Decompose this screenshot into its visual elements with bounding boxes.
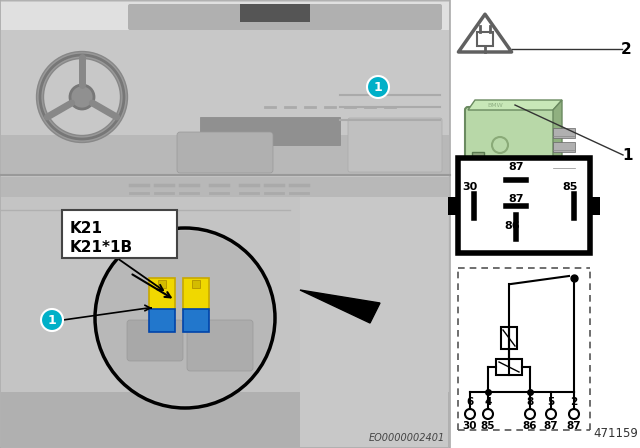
Polygon shape xyxy=(553,100,562,192)
Text: 5: 5 xyxy=(547,397,555,407)
Text: 6: 6 xyxy=(467,397,474,407)
Bar xyxy=(62,210,177,258)
Bar xyxy=(553,128,575,138)
Bar xyxy=(589,197,600,215)
Bar xyxy=(472,152,484,170)
FancyBboxPatch shape xyxy=(300,176,448,447)
FancyBboxPatch shape xyxy=(127,320,183,361)
Circle shape xyxy=(41,309,63,331)
Bar xyxy=(455,0,640,448)
Bar xyxy=(1,175,449,447)
Bar xyxy=(1,392,449,447)
Bar xyxy=(1,1,449,175)
FancyBboxPatch shape xyxy=(187,320,253,371)
FancyBboxPatch shape xyxy=(348,118,442,172)
Text: 4: 4 xyxy=(484,397,492,407)
Text: 87: 87 xyxy=(508,162,524,172)
Text: 2: 2 xyxy=(570,397,578,407)
Bar xyxy=(553,142,575,152)
Text: K21: K21 xyxy=(70,221,103,236)
Bar xyxy=(1,2,449,30)
FancyBboxPatch shape xyxy=(128,4,442,30)
Bar xyxy=(200,117,340,145)
Text: 86: 86 xyxy=(523,421,537,431)
Bar xyxy=(458,158,590,253)
Text: 85: 85 xyxy=(562,182,577,192)
Bar xyxy=(149,309,175,332)
Bar xyxy=(448,197,459,215)
Polygon shape xyxy=(300,290,380,323)
Text: K21*1B: K21*1B xyxy=(70,240,133,255)
Text: 86: 86 xyxy=(504,221,520,231)
Text: 2: 2 xyxy=(620,42,631,56)
Bar xyxy=(477,32,493,46)
Text: 87: 87 xyxy=(544,421,558,431)
FancyBboxPatch shape xyxy=(177,132,273,173)
Circle shape xyxy=(70,85,94,109)
Text: EO0000002401: EO0000002401 xyxy=(369,433,445,443)
Text: 8: 8 xyxy=(526,397,534,407)
Text: 85: 85 xyxy=(481,421,495,431)
Bar xyxy=(1,177,449,197)
Text: 1: 1 xyxy=(623,147,633,163)
Bar xyxy=(496,359,522,375)
Bar xyxy=(183,278,209,310)
Polygon shape xyxy=(468,100,562,110)
Circle shape xyxy=(98,231,272,405)
Text: 1: 1 xyxy=(374,81,382,94)
Circle shape xyxy=(367,76,389,98)
Text: 30: 30 xyxy=(463,421,477,431)
Bar xyxy=(240,4,310,22)
Bar xyxy=(149,278,175,310)
Bar xyxy=(1,135,449,175)
Text: 30: 30 xyxy=(462,182,477,192)
Text: 471159: 471159 xyxy=(593,427,638,440)
Bar xyxy=(192,280,200,288)
Bar xyxy=(183,309,209,332)
Text: 87: 87 xyxy=(508,194,524,204)
Bar xyxy=(501,327,517,349)
Bar xyxy=(0,0,450,448)
Bar xyxy=(158,280,166,288)
Bar xyxy=(553,160,575,170)
Text: BMW: BMW xyxy=(487,103,503,108)
Text: 87: 87 xyxy=(566,421,581,431)
FancyBboxPatch shape xyxy=(465,107,556,195)
Text: 1: 1 xyxy=(47,314,56,327)
Circle shape xyxy=(95,228,275,408)
